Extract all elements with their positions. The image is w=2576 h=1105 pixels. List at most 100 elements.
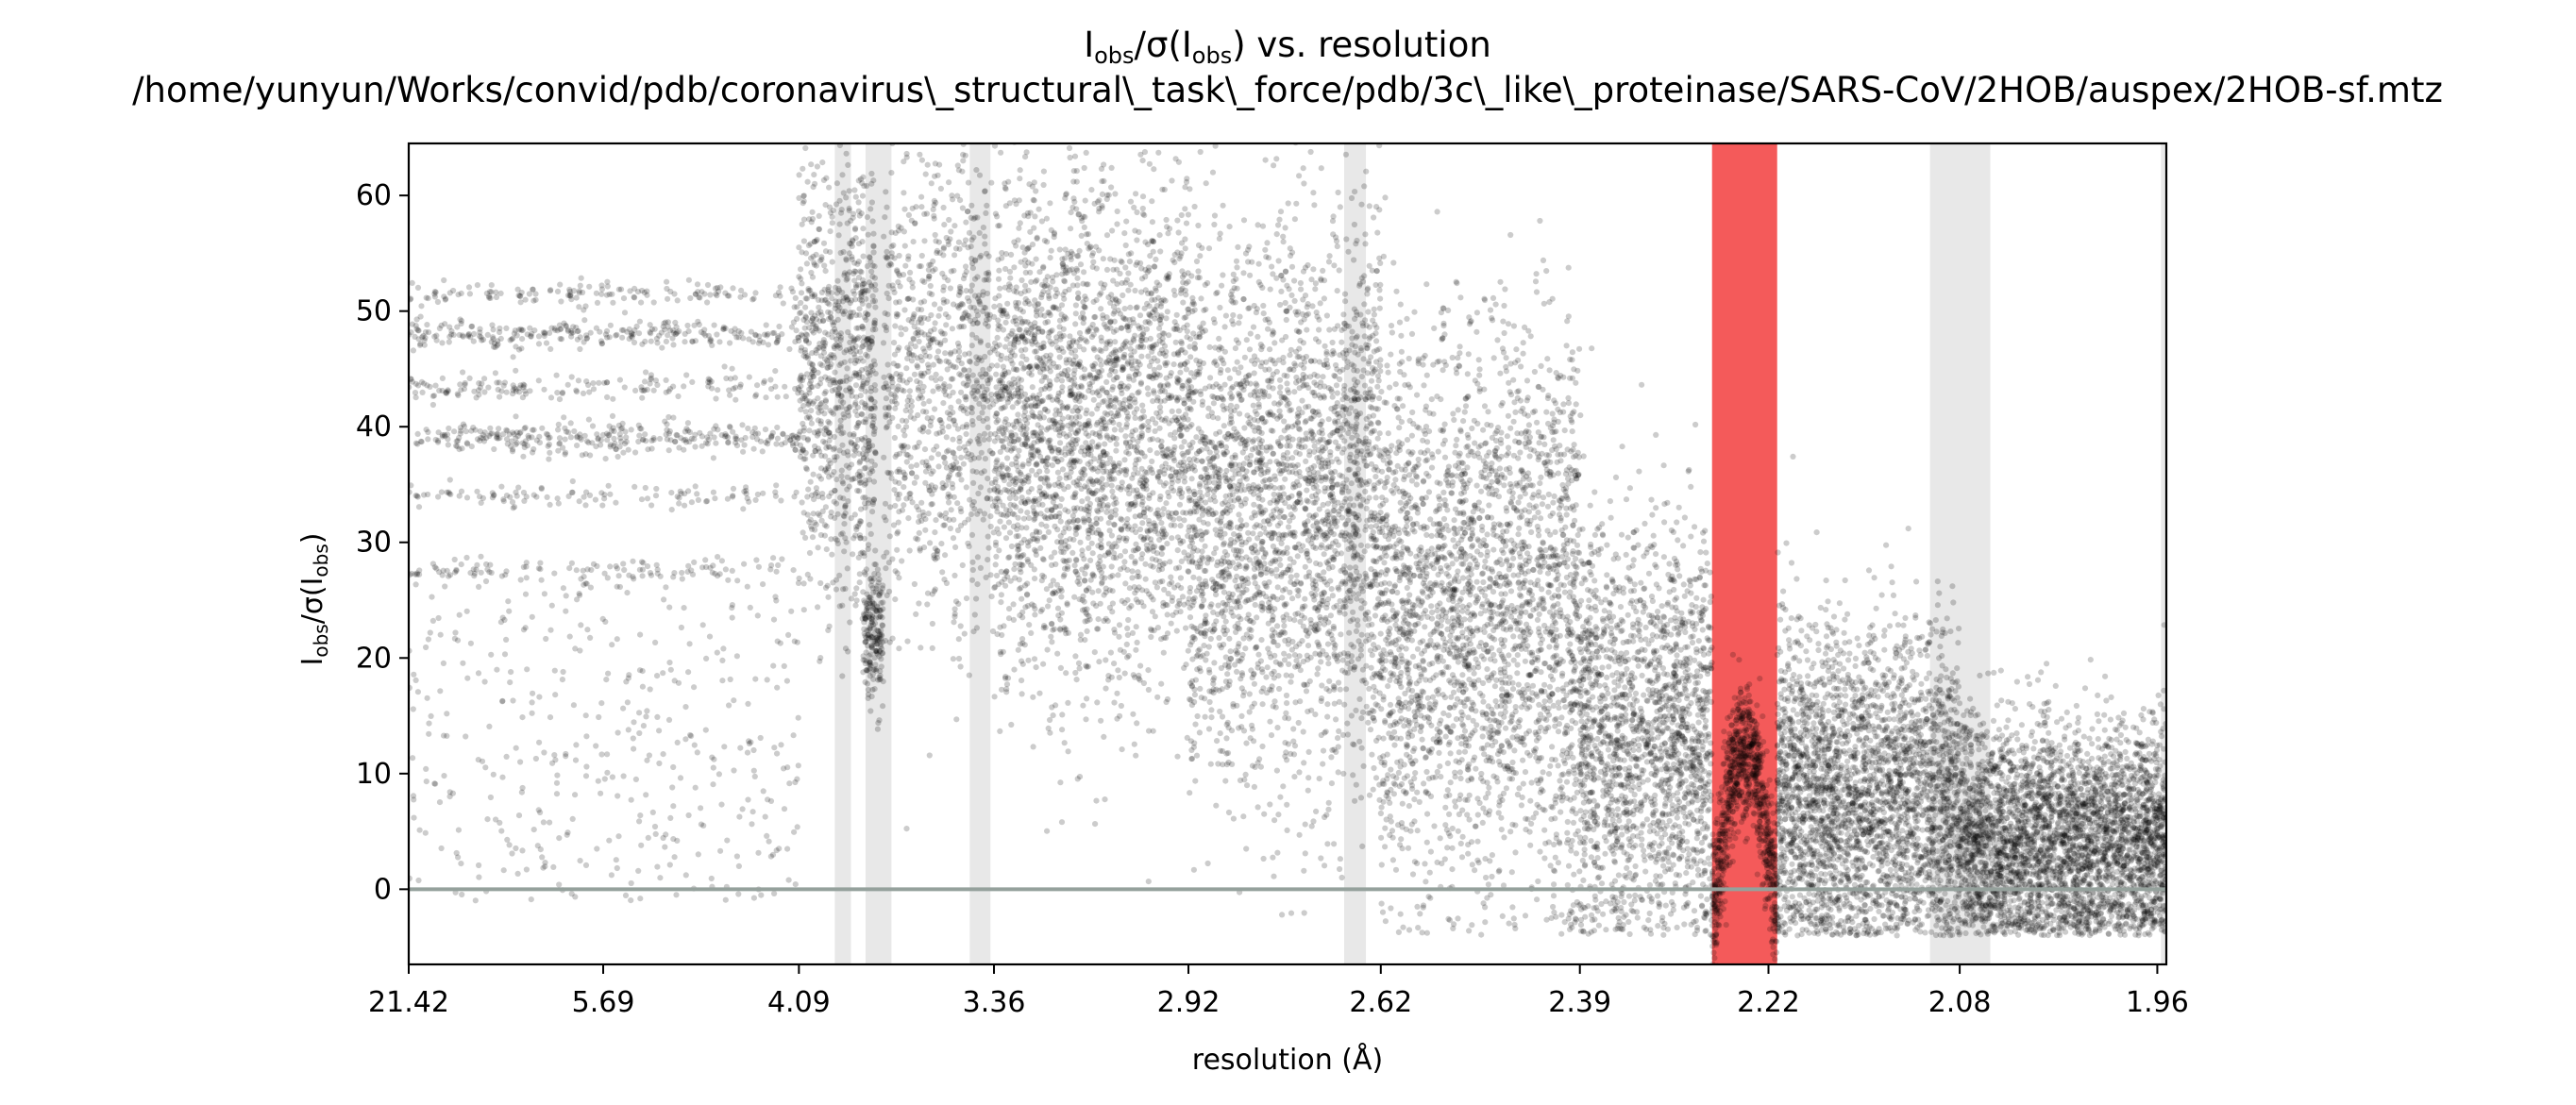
data-point — [900, 508, 905, 513]
data-point — [743, 435, 749, 441]
data-point — [1157, 426, 1163, 431]
data-point — [825, 300, 831, 306]
data-point — [821, 410, 827, 416]
data-point — [623, 893, 629, 898]
data-point — [831, 469, 836, 475]
data-point — [868, 396, 874, 402]
data-point — [906, 212, 912, 218]
data-point — [938, 186, 944, 192]
data-point — [922, 527, 928, 533]
chart-subtitle: /home/yunyun/Works/convid/pdb/coronaviru… — [132, 70, 2443, 110]
data-point — [960, 424, 966, 429]
data-point — [852, 269, 858, 275]
data-point — [546, 457, 551, 462]
title-sub-2: obs — [1192, 42, 1232, 69]
data-point — [993, 554, 999, 560]
data-point — [423, 645, 429, 650]
data-point — [872, 621, 878, 627]
data-point — [985, 557, 990, 562]
data-point — [711, 427, 716, 432]
data-point — [441, 277, 446, 283]
data-point — [976, 415, 982, 421]
data-point — [1138, 599, 1144, 605]
data-point — [898, 283, 903, 289]
data-point — [699, 822, 704, 828]
data-point — [557, 435, 563, 441]
data-point — [918, 307, 924, 312]
data-point — [841, 521, 847, 527]
data-point — [554, 390, 560, 395]
data-point — [411, 347, 416, 353]
data-point — [808, 161, 814, 167]
data-point — [966, 516, 971, 522]
data-point — [933, 232, 938, 238]
data-point — [414, 316, 420, 322]
data-point — [857, 349, 863, 355]
data-point — [944, 434, 950, 440]
data-point — [917, 530, 922, 536]
data-point — [432, 289, 438, 294]
data-point — [776, 845, 782, 851]
data-point — [418, 439, 424, 444]
data-point — [1125, 288, 1131, 293]
data-point — [457, 316, 463, 322]
data-point — [778, 284, 783, 290]
data-point — [831, 208, 836, 213]
data-point — [964, 484, 969, 490]
data-point — [673, 892, 679, 897]
data-point — [937, 511, 943, 517]
data-point — [513, 845, 518, 851]
data-point — [918, 204, 924, 209]
data-point — [669, 784, 675, 790]
data-point — [896, 496, 901, 502]
data-point — [829, 361, 834, 367]
data-point — [588, 330, 594, 336]
data-point — [753, 392, 759, 397]
data-point — [1061, 333, 1067, 339]
data-point — [802, 305, 808, 310]
data-point — [578, 622, 583, 628]
data-point — [1086, 585, 1091, 591]
data-point — [918, 300, 924, 306]
data-point — [830, 328, 835, 334]
data-point — [977, 173, 983, 178]
data-point — [530, 711, 535, 716]
data-point — [763, 394, 768, 400]
data-point — [983, 456, 988, 461]
data-point — [868, 269, 874, 275]
data-point — [488, 652, 494, 658]
data-point — [519, 336, 525, 342]
data-point — [867, 673, 873, 678]
data-point — [681, 383, 686, 389]
data-point — [668, 667, 674, 673]
data-point — [840, 430, 846, 436]
data-point — [857, 306, 863, 311]
data-point — [809, 527, 815, 532]
data-point — [670, 764, 676, 770]
data-point — [866, 232, 871, 238]
data-point — [1057, 440, 1063, 445]
data-point — [523, 625, 529, 630]
data-point — [675, 297, 681, 303]
data-point — [732, 397, 738, 403]
data-point — [467, 334, 473, 340]
data-point — [969, 332, 975, 338]
data-point — [542, 591, 547, 596]
data-point — [486, 724, 492, 729]
data-point — [601, 495, 607, 501]
data-point — [1133, 753, 1138, 759]
data-point — [574, 443, 580, 448]
data-point — [539, 486, 545, 492]
data-point — [961, 461, 967, 467]
data-point — [969, 532, 975, 538]
data-point — [557, 323, 563, 328]
data-point — [751, 768, 757, 774]
data-point — [711, 455, 716, 460]
data-point — [556, 501, 562, 507]
data-point — [1157, 248, 1163, 254]
data-point — [1003, 535, 1009, 541]
data-point — [1046, 482, 1052, 488]
data-point — [642, 378, 648, 384]
data-point — [762, 378, 767, 384]
data-point — [934, 250, 939, 256]
